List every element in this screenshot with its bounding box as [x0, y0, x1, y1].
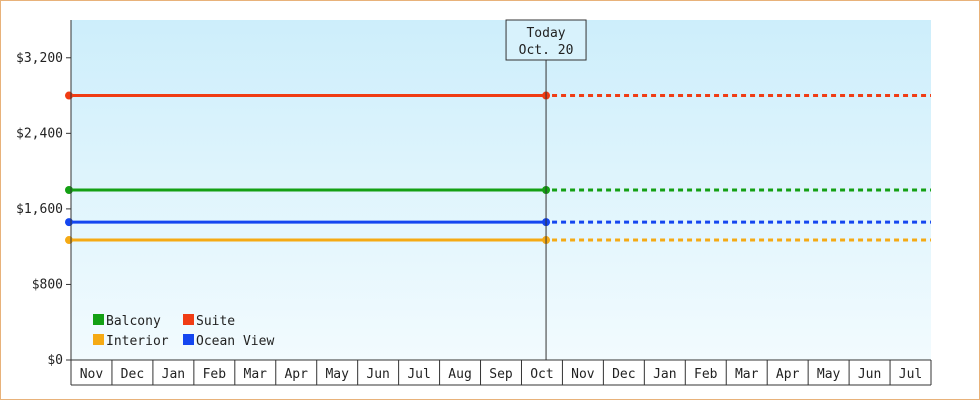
y-tick-label: $3,200 [16, 51, 63, 66]
x-tick-label: May [325, 367, 349, 382]
x-tick-label: Jun [858, 367, 881, 382]
x-tick-label: Nov [80, 367, 104, 382]
today-date: Oct. 20 [519, 43, 574, 58]
today-label: Today [526, 26, 565, 41]
x-tick-label: Oct [530, 367, 553, 382]
series-point-interior [65, 236, 73, 245]
legend-label-ocean-view: Ocean View [196, 334, 274, 349]
x-tick-label: Jun [366, 367, 389, 382]
x-tick-label: Aug [448, 367, 471, 382]
x-tick-label: Jul [407, 367, 430, 382]
x-tick-label: Jan [653, 367, 676, 382]
legend: Balcony Suite Interior Ocean View [93, 314, 274, 349]
x-axis-ticks: Nov Dec Jan Feb Mar Apr May Jun Jul Aug Sep Oct Nov D… [70, 360, 932, 385]
y-tick-label: $1,600 [16, 202, 63, 217]
y-axis-ticks: $0 $800 $1,600 $2,400 $3,200 [16, 51, 71, 368]
x-tick-label: Dec [121, 367, 144, 382]
x-tick-label: Dec [612, 367, 635, 382]
series-point-ocean-view [65, 218, 73, 227]
series-point-balcony [65, 186, 73, 194]
x-tick-label: Mar [244, 367, 268, 382]
legend-swatch-balcony [93, 314, 104, 325]
today-marker: Today Oct. 20 [505, 19, 587, 360]
today-box [505, 19, 587, 61]
x-tick-label: Feb [203, 367, 227, 382]
series-lines [65, 91, 931, 245]
x-tick-label: Jul [899, 367, 922, 382]
x-tick-label: Sep [489, 367, 513, 382]
legend-swatch-suite [183, 314, 194, 325]
x-tick-label: Feb [694, 367, 718, 382]
y-tick-label: $2,400 [16, 126, 63, 141]
x-tick-label: May [817, 367, 841, 382]
series-point-suite [65, 91, 73, 100]
y-tick-label: $800 [32, 277, 63, 292]
x-tick-label: Apr [284, 367, 308, 382]
legend-swatch-interior [93, 334, 104, 345]
x-tick-label: Mar [735, 367, 759, 382]
legend-label-suite: Suite [196, 314, 235, 329]
legend-label-balcony: Balcony [106, 314, 161, 329]
x-tick-label: Apr [776, 367, 800, 382]
legend-swatch-ocean-view [183, 334, 194, 345]
x-tick-label: Nov [571, 367, 595, 382]
x-tick-label: Jan [162, 367, 185, 382]
legend-label-interior: Interior [106, 334, 169, 349]
y-tick-label: $0 [47, 353, 63, 368]
